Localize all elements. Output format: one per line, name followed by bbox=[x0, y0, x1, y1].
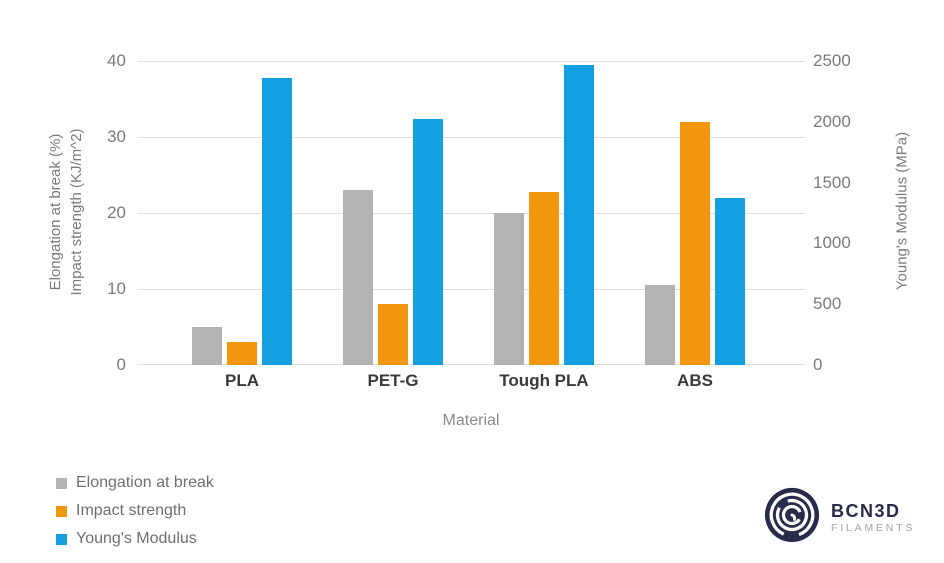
bar-abs-impact-strength bbox=[680, 121, 710, 365]
legend-swatch-young-s-modulus bbox=[56, 533, 67, 545]
legend: Elongation at break Impact strength Young'… bbox=[56, 469, 214, 553]
right-axis-tick-2500: 2500 bbox=[813, 51, 851, 70]
bar-pla-impact-strength bbox=[227, 342, 257, 365]
category-label-pla: PLA bbox=[225, 371, 259, 390]
category-label-pet-g: PET-G bbox=[367, 371, 419, 390]
left-axis-tick-10: 10 bbox=[107, 279, 126, 298]
brand-logo: BCN3D FILAMENTS bbox=[763, 486, 915, 549]
bar-pet-g-impact-strength bbox=[378, 304, 408, 365]
bar-tough-pla-impact-strength bbox=[529, 192, 559, 365]
bar-abs-elongation-at-break bbox=[645, 285, 675, 365]
right-axis-tick-500: 500 bbox=[813, 294, 842, 314]
left-axis-tick-30: 30 bbox=[107, 127, 126, 146]
category-label-tough-pla: Tough PLA bbox=[499, 371, 589, 390]
legend-swatch-elongation-at-break bbox=[56, 477, 67, 489]
bar-tough-pla-elongation-at-break bbox=[494, 213, 524, 365]
left-axis-tick-20: 20 bbox=[107, 203, 126, 222]
right-axis-tick-0: 0 bbox=[813, 355, 823, 374]
left-axis-tick-40: 40 bbox=[107, 51, 126, 70]
bar-pla-elongation-at-break bbox=[192, 327, 222, 365]
legend-item-elongation-at-break: Elongation at break bbox=[56, 469, 214, 497]
bar-pla-young-s-modulus bbox=[262, 78, 292, 365]
legend-label-young-s-modulus: Young's Modulus bbox=[76, 530, 197, 547]
legend-item-young-s-modulus: Young's Modulus bbox=[56, 525, 214, 553]
gridline-30 bbox=[137, 137, 805, 138]
gridline-10 bbox=[137, 289, 805, 290]
bar-abs-young-s-modulus bbox=[715, 198, 745, 365]
brand-text: BCN3D FILAMENTS bbox=[831, 502, 915, 534]
brand-name: BCN3D bbox=[831, 500, 901, 521]
legend-swatch-impact-strength bbox=[56, 505, 67, 517]
legend-label-impact-strength: Impact strength bbox=[76, 502, 187, 519]
left-axis-tick-0: 0 bbox=[116, 355, 126, 374]
right-axis-title: Young's Modulus (MPa) bbox=[893, 131, 911, 291]
gridline-0 bbox=[137, 364, 805, 365]
bar-pet-g-elongation-at-break bbox=[343, 190, 373, 365]
category-label-abs: ABS bbox=[677, 371, 713, 390]
gridline-20 bbox=[137, 213, 805, 214]
x-axis-title: Material bbox=[442, 412, 500, 429]
gridline-40 bbox=[137, 61, 805, 62]
legend-label-elongation-at-break: Elongation at break bbox=[76, 474, 214, 491]
right-axis-tick-1000: 1000 bbox=[813, 233, 851, 253]
brand-subtitle: FILAMENTS bbox=[831, 521, 916, 534]
bar-pet-g-young-s-modulus bbox=[413, 119, 443, 365]
plot-area bbox=[137, 61, 805, 365]
bar-tough-pla-young-s-modulus bbox=[564, 64, 594, 365]
right-axis-tick-1500: 1500 bbox=[813, 172, 851, 192]
legend-item-impact-strength: Impact strength bbox=[56, 497, 214, 525]
right-axis-tick-2000: 2000 bbox=[813, 111, 851, 131]
bcn3d-spiral-icon bbox=[763, 486, 821, 549]
